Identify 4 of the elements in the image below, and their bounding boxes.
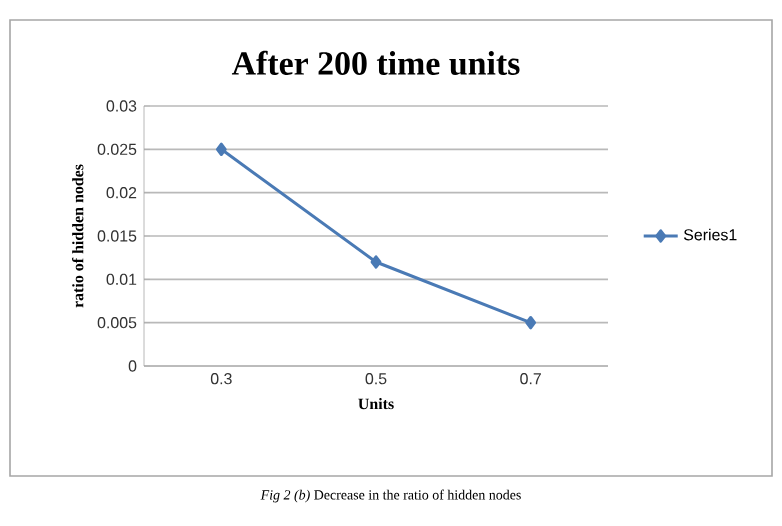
chart-title: After 200 time units [231, 50, 520, 75]
point [525, 315, 537, 330]
point [215, 142, 227, 157]
point [370, 255, 382, 269]
